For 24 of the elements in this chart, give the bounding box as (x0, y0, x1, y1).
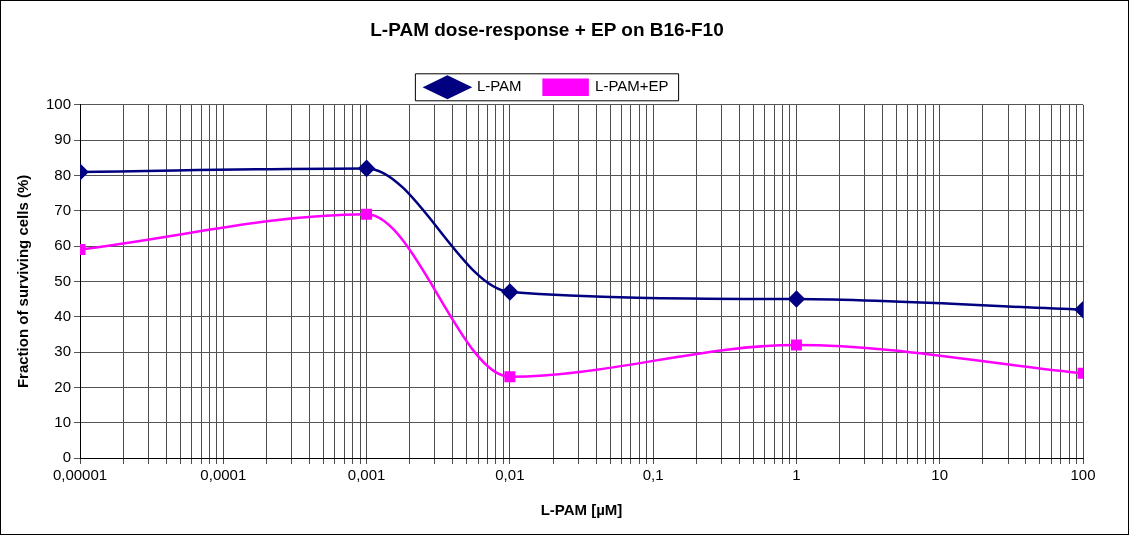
y-tick-label: 40 (54, 306, 72, 324)
x-tick-label: 0,0001 (200, 466, 247, 484)
x-tick-label: 100 (1070, 466, 1096, 484)
y-tick-label: 50 (54, 271, 72, 289)
legend-label: L-PAM+EP (595, 77, 669, 95)
x-axis-title: L-PAM [µM] (540, 501, 623, 519)
y-tick-label: 80 (54, 165, 72, 183)
legend-label: L-PAM (476, 77, 522, 95)
y-tick-label: 100 (46, 94, 72, 112)
x-tick-label: 0,001 (347, 466, 386, 484)
y-tick-label: 30 (54, 342, 72, 360)
y-tick-label: 10 (54, 412, 72, 430)
y-tick-label: 70 (54, 200, 72, 218)
y-tick-label: 0 (62, 448, 72, 466)
chart-title: L-PAM dose-response + EP on B16-F10 (370, 18, 724, 40)
x-tick-label: 1 (792, 466, 801, 484)
x-tick-label: 0,01 (495, 466, 525, 484)
y-tick-label: 20 (54, 377, 72, 395)
x-tick-label: 0,1 (642, 466, 664, 484)
x-tick-label: 10 (931, 466, 949, 484)
y-tick-label: 60 (54, 236, 72, 254)
y-tick-label: 90 (54, 130, 72, 148)
x-tick-label: 0,00001 (52, 466, 108, 484)
y-axis-title: Fraction of surviving cells (%) (14, 174, 32, 389)
